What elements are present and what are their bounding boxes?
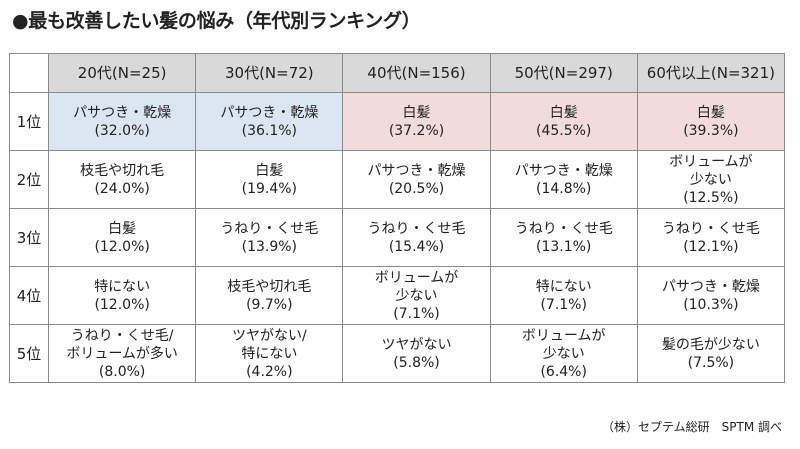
concern-label: うねり・くせ毛: [220, 220, 319, 237]
column-header: 30代(N=72): [195, 53, 344, 93]
concern-label: 枝毛や切れ毛: [227, 278, 312, 295]
percentage-value: (8.0%): [98, 363, 146, 380]
rank-label: 4位: [8, 266, 50, 325]
ranking-cell: 白髪 (12.0%): [48, 208, 197, 267]
concern-label: 特にない: [94, 278, 151, 295]
ranking-cell: うねり・くせ毛 (12.1%): [636, 208, 786, 267]
rank-label: 5位: [8, 324, 50, 383]
column-header: 50代(N=297): [489, 53, 638, 93]
ranking-cell: ツヤがない (5.8%): [342, 324, 491, 383]
ranking-cell: ボリュームが 少ない (6.4%): [489, 324, 638, 383]
corner-cell: [8, 53, 50, 93]
percentage-value: (7.5%): [687, 354, 735, 371]
percentage-value: (9.7%): [246, 296, 293, 313]
column-header: 60代以上(N=321): [636, 53, 786, 93]
percentage-value: (20.5%): [388, 180, 445, 197]
percentage-value: (5.8%): [393, 354, 440, 371]
percentage-value: (10.3%): [683, 296, 739, 313]
percentage-value: (19.4%): [241, 180, 298, 197]
percentage-value: (45.5%): [536, 122, 592, 139]
percentage-value: (13.1%): [536, 238, 592, 255]
percentage-value: (12.1%): [683, 238, 739, 255]
rank-label: 1位: [8, 92, 50, 151]
ranking-cell: ツヤがない/ 特にない (4.2%): [195, 324, 344, 383]
ranking-cell: 白髪 (45.5%): [489, 92, 638, 151]
ranking-table: 20代(N=25) 30代(N=72) 40代(N=156) 50代(N=297…: [8, 53, 786, 383]
rank-row: 5位 うねり・くせ毛/ ボリュームが多い (8.0%) ツヤがない/ 特にない (4.2…: [8, 324, 786, 383]
ranking-table-body: 20代(N=25) 30代(N=72) 40代(N=156) 50代(N=297…: [8, 53, 786, 383]
percentage-value: (24.0%): [94, 180, 150, 197]
ranking-cell: パサつき・乾燥 (10.3%): [636, 266, 786, 325]
ranking-cell: ボリュームが 少ない (12.5%): [636, 150, 786, 209]
ranking-cell: 枝毛や切れ毛 (9.7%): [195, 266, 344, 325]
ranking-cell: ボリュームが 少ない (7.1%): [342, 266, 491, 325]
percentage-value: (7.1%): [393, 305, 440, 322]
ranking-cell: パサつき・乾燥 (32.0%): [48, 92, 197, 151]
source-note: （株）セプテム総研 SPTM 調べ: [602, 420, 782, 434]
concern-label: ツヤがない: [381, 336, 452, 353]
concern-label: ボリュームが 少ない: [669, 153, 753, 188]
concern-label: うねり・くせ毛: [661, 220, 760, 237]
ranking-cell: うねり・くせ毛 (15.4%): [342, 208, 491, 267]
ranking-cell: パサつき・乾燥 (36.1%): [195, 92, 344, 151]
rank-label: 2位: [8, 150, 50, 209]
percentage-value: (12.0%): [94, 238, 150, 255]
ranking-cell: 特にない (12.0%): [48, 266, 197, 325]
ranking-cell: うねり・くせ毛 (13.1%): [489, 208, 638, 267]
rank-row: 4位 特にない (12.0%) 枝毛や切れ毛 (9.7%) ボリュームが 少ない (7.1%…: [8, 266, 786, 325]
header-row: 20代(N=25) 30代(N=72) 40代(N=156) 50代(N=297…: [8, 53, 786, 93]
percentage-value: (39.3%): [683, 122, 739, 139]
ranking-cell: 白髪 (37.2%): [342, 92, 491, 151]
concern-label: 特にない: [535, 278, 592, 295]
rank-row: 3位 白髪 (12.0%) うねり・くせ毛 (13.9%) うねり・くせ毛 (15.4%) う…: [8, 208, 786, 267]
percentage-value: (37.2%): [388, 122, 445, 139]
percentage-value: (12.0%): [94, 296, 150, 313]
concern-label: パサつき・乾燥: [661, 278, 760, 295]
percentage-value: (4.2%): [246, 363, 293, 380]
concern-label: うねり・くせ毛: [514, 220, 613, 237]
percentage-value: (6.4%): [540, 363, 587, 380]
concern-label: 枝毛や切れ毛: [80, 162, 165, 179]
concern-label: うねり・くせ毛: [367, 220, 466, 237]
percentage-value: (14.8%): [536, 180, 592, 197]
ranking-cell: パサつき・乾燥 (14.8%): [489, 150, 638, 209]
ranking-cell: 特にない (7.1%): [489, 266, 638, 325]
ranking-cell: うねり・くせ毛 (13.9%): [195, 208, 344, 267]
concern-label: 白髪: [402, 104, 431, 121]
ranking-cell: パサつき・乾燥 (20.5%): [342, 150, 491, 209]
ranking-cell: 枝毛や切れ毛 (24.0%): [48, 150, 197, 209]
concern-label: パサつき・乾燥: [514, 162, 613, 179]
column-header: 40代(N=156): [342, 53, 491, 93]
percentage-value: (15.4%): [388, 238, 445, 255]
ranking-cell: うねり・くせ毛/ ボリュームが多い (8.0%): [48, 324, 197, 383]
concern-label: ツヤがない/ 特にない: [231, 327, 307, 362]
chart-title: ●最も改善したい髪の悩み（年代別ランキング）: [12, 10, 421, 32]
percentage-value: (7.1%): [540, 296, 587, 313]
percentage-value: (36.1%): [241, 122, 298, 139]
concern-label: ボリュームが 少ない: [521, 327, 606, 362]
ranking-cell: 白髪 (39.3%): [636, 92, 786, 151]
ranking-cell: 髪の毛が少ない (7.5%): [636, 324, 786, 383]
percentage-value: (12.5%): [683, 189, 739, 206]
ranking-cell: 白髪 (19.4%): [195, 150, 344, 209]
column-header: 20代(N=25): [48, 53, 197, 93]
concern-label: 白髪: [108, 220, 137, 237]
concern-label: 髪の毛が少ない: [661, 336, 760, 353]
concern-label: パサつき・乾燥: [367, 162, 466, 179]
concern-label: ボリュームが 少ない: [374, 269, 459, 304]
concern-label: うねり・くせ毛/ ボリュームが多い: [66, 327, 178, 362]
concern-label: 白髪: [255, 162, 284, 179]
percentage-value: (13.9%): [241, 238, 298, 255]
concern-label: パサつき・乾燥: [220, 104, 319, 121]
concern-label: 白髪: [696, 104, 725, 121]
concern-label: 白髪: [549, 104, 578, 121]
percentage-value: (32.0%): [94, 122, 150, 139]
rank-row: 1位 パサつき・乾燥 (32.0%) パサつき・乾燥 (36.1%) 白髪 (37.2%) 白…: [8, 92, 786, 151]
rank-label: 3位: [8, 208, 50, 267]
rank-row: 2位 枝毛や切れ毛 (24.0%) 白髪 (19.4%) パサつき・乾燥 (20.5%) パサ…: [8, 150, 786, 209]
concern-label: パサつき・乾燥: [73, 104, 172, 121]
